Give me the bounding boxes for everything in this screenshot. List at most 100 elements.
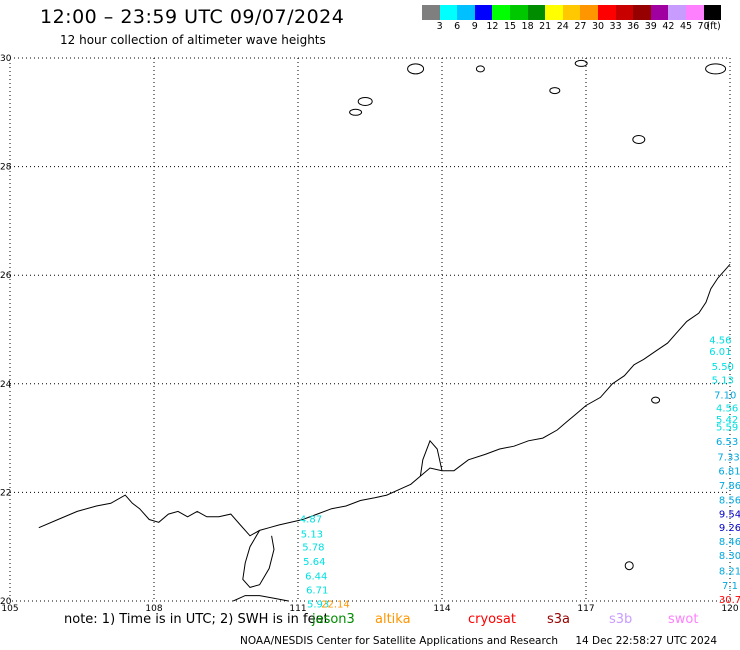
legend-label: 36	[627, 21, 640, 32]
legend-swatches	[422, 5, 722, 20]
lat-tick-label: 30	[0, 54, 12, 64]
lon-tick-label: 114	[433, 604, 450, 614]
island-outline	[574, 59, 588, 67]
legend-label: 24	[556, 21, 569, 32]
legend-label: 39	[644, 21, 657, 32]
island-outline	[407, 63, 425, 75]
swh-value-label: 8.46	[719, 537, 740, 548]
swh-value-label: 4.56	[716, 403, 738, 414]
swh-value-label: 4.87	[300, 514, 322, 525]
lon-tick-label: 120	[721, 604, 738, 614]
legend-swatch	[422, 5, 440, 20]
legend-swatch	[650, 5, 669, 20]
swh-value-label: 6.44	[305, 571, 327, 582]
legend-label: 12	[486, 21, 499, 32]
legend-swatch	[580, 5, 598, 20]
lon-tick-label: 105	[1, 604, 18, 614]
legend-label: 33	[609, 21, 622, 32]
satellite-label: jason3	[312, 612, 355, 627]
legend-swatch	[457, 5, 475, 20]
map-frame	[9, 57, 731, 602]
satellite-label: s3a	[547, 612, 571, 627]
swh-value-label: 8.30	[719, 551, 740, 562]
lat-tick-label: 28	[0, 163, 12, 173]
swh-value-label: 7.33	[717, 452, 739, 463]
legend-swatch	[474, 5, 493, 20]
swh-value-label: 5.93	[307, 600, 329, 611]
swh-value-label: 5.59	[716, 422, 738, 433]
color-legend: 3 6 9 12 15 18 21 24 27 30 33 36 39 42 45 70 (ft)	[422, 5, 722, 34]
swh-value-label: 4.56	[709, 336, 731, 347]
legend-swatch	[633, 5, 651, 20]
satellite-label: cryosat	[468, 612, 516, 627]
swh-value-label: 7.10	[714, 390, 736, 401]
swh-value-label: 9.54	[719, 509, 740, 520]
lon-tick-label: 117	[577, 604, 594, 614]
swh-value-label: 6.01	[709, 347, 731, 358]
lon-tick-label: 108	[145, 604, 162, 614]
legend-swatch	[545, 5, 563, 20]
page-subtitle: 12 hour collection of altimeter wave hei…	[60, 33, 326, 47]
legend-label: 9	[471, 21, 478, 32]
legend-swatch	[597, 5, 616, 20]
island-outline	[632, 134, 646, 144]
island-outline	[705, 63, 727, 75]
island-outline	[475, 65, 485, 73]
swh-value-label: 5.13	[712, 375, 734, 386]
island-outline	[624, 561, 634, 571]
legend-label: 42	[662, 21, 675, 32]
hainan-coast	[232, 595, 289, 602]
legend-label: 18	[521, 21, 534, 32]
coastline	[38, 263, 731, 537]
lat-tick-label: 24	[0, 380, 12, 390]
legend-label: 3	[436, 21, 443, 32]
satellite-label: s3b	[609, 612, 633, 627]
swh-value-label: 6.53	[716, 437, 738, 448]
legend-label: 27	[574, 21, 587, 32]
legend-swatch	[509, 5, 528, 20]
footer-note: note: 1) Time is in UTC; 2) SWH is in fe…	[64, 612, 329, 627]
swh-value-label: 22.14	[321, 600, 350, 611]
island-outline	[651, 396, 661, 404]
swh-value-label: 5.78	[302, 543, 324, 554]
credit-timestamp: 14 Dec 22:58:27 UTC 2024	[575, 635, 718, 647]
island-outline	[549, 87, 561, 95]
legend-swatch	[439, 5, 458, 20]
pearl-river-coast	[419, 439, 443, 477]
swh-value-label: 9.26	[719, 523, 740, 534]
swh-value-label: 5.42	[716, 415, 738, 426]
leizhou-coast	[242, 530, 275, 588]
island-outline	[349, 108, 363, 116]
swh-value-label: 5.13	[301, 529, 323, 540]
legend-swatch	[527, 5, 546, 20]
swh-value-label: 7.86	[719, 481, 740, 492]
legend-label: 30	[591, 21, 605, 32]
swh-value-label: 30.7	[719, 595, 740, 606]
legend-swatch	[685, 5, 704, 20]
legend-swatch	[562, 5, 581, 20]
satellite-label: altika	[375, 612, 411, 627]
swh-value-label: 5.64	[303, 557, 325, 568]
satellite-label: swot	[668, 612, 699, 627]
lat-tick-label: 20	[0, 597, 12, 607]
page-title: 12:00 – 23:59 UTC 09/07/2024	[40, 6, 345, 28]
legend-labels: 3 6 9 12 15 18 21 24 27 30 33 36 39 42 45 70 (ft)	[422, 20, 721, 34]
legend-unit: (ft)	[706, 21, 721, 32]
lat-tick-label: 26	[0, 271, 12, 281]
lon-tick-label: 111	[289, 604, 306, 614]
swh-value-label: 6.71	[306, 585, 328, 596]
legend-swatch	[615, 5, 634, 20]
credit-text: NOAA/NESDIS Center for Satellite Applica…	[240, 635, 558, 647]
swh-value-label: 7.1	[722, 581, 738, 592]
legend-swatch	[492, 5, 510, 20]
swh-value-label: 8.56	[719, 495, 740, 506]
swh-value-label: 6.81	[718, 466, 740, 477]
legend-swatch	[668, 5, 686, 20]
lat-tick-label: 22	[0, 488, 11, 498]
island-outline	[357, 96, 373, 106]
legend-label: 6	[454, 21, 461, 32]
legend-label: 15	[503, 21, 517, 32]
legend-label: 45	[679, 21, 693, 32]
legend-swatch	[703, 5, 722, 20]
